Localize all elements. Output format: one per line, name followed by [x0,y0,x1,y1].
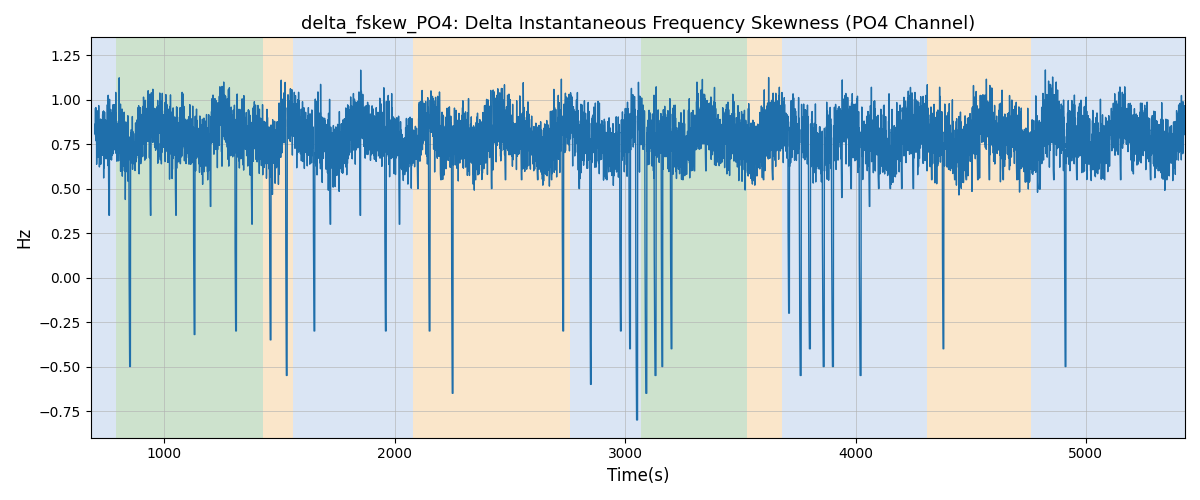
Bar [748,38,781,438]
Bar [90,38,116,438]
X-axis label: Time(s): Time(s) [606,467,670,485]
Title: delta_fskew_PO4: Delta Instantaneous Frequency Skewness (PO4 Channel): delta_fskew_PO4: Delta Instantaneous Fre… [301,15,974,34]
Bar [413,38,570,438]
Bar [641,38,748,438]
Bar [1031,38,1186,438]
Bar [570,38,641,438]
Bar [293,38,413,438]
Bar [263,38,293,438]
Y-axis label: Hz: Hz [14,227,32,248]
Bar [781,38,926,438]
Bar [926,38,1031,438]
Bar [116,38,263,438]
